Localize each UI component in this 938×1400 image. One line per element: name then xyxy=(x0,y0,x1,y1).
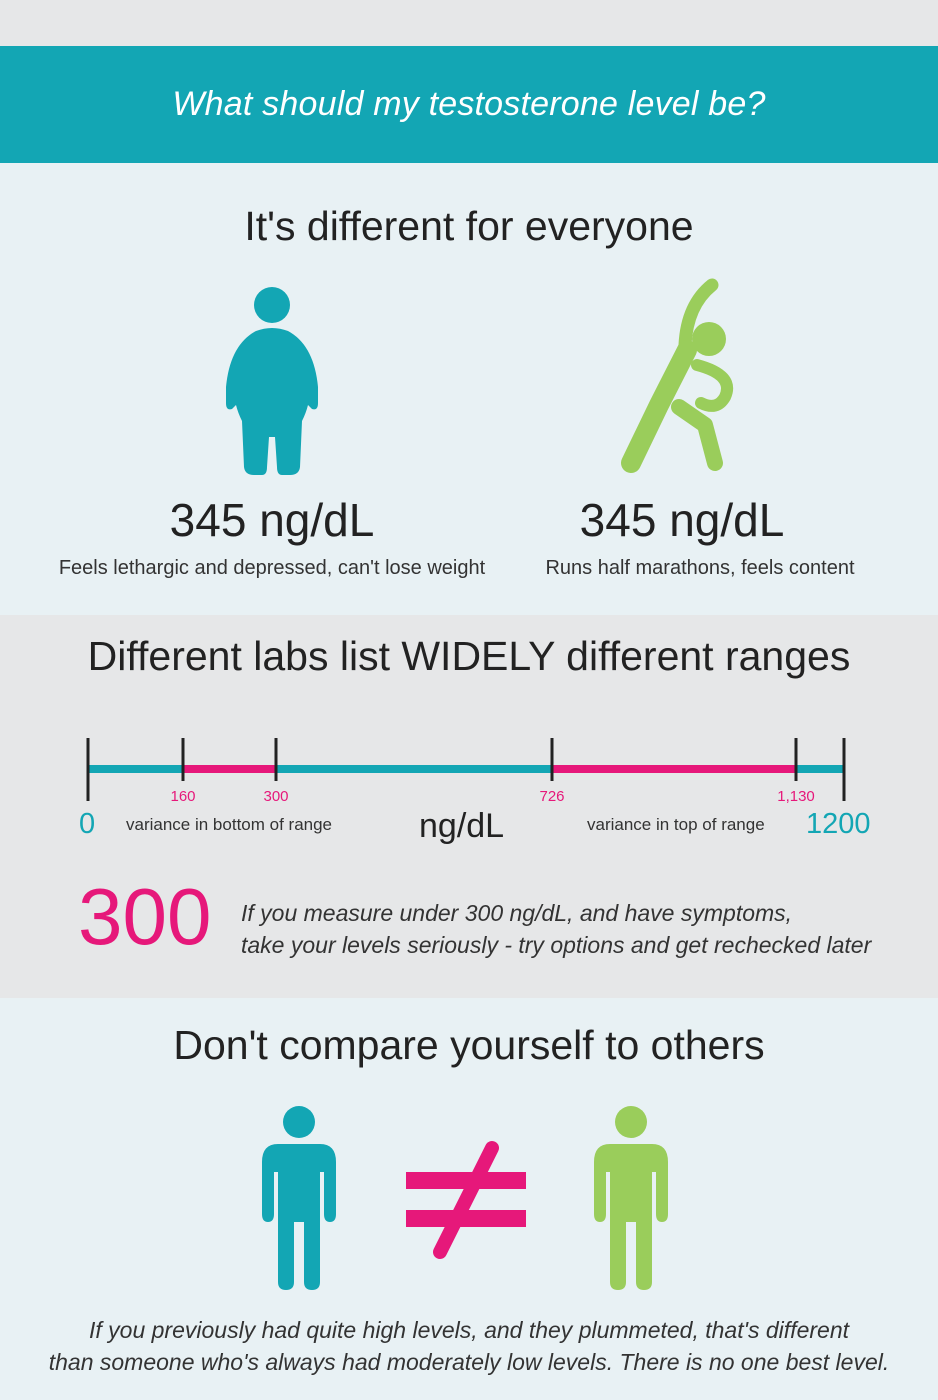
callout-line-1: If you measure under 300 ng/dL, and have… xyxy=(241,900,793,926)
left-level-value: 345 ng/dL xyxy=(169,494,375,546)
top-strip xyxy=(0,0,938,46)
callout-text: If you measure under 300 ng/dL, and have… xyxy=(241,897,871,961)
callout-line-2: take your levels seriously - try options… xyxy=(241,932,872,958)
scale-min-label: 0 xyxy=(79,808,96,840)
stretching-person-icon xyxy=(621,278,733,473)
overweight-person-icon xyxy=(226,287,318,475)
top-variance-note: variance in top of range xyxy=(587,815,765,834)
bottom-variance-note: variance in bottom of range xyxy=(126,815,333,834)
tick-label-1130: 1,130 xyxy=(777,788,815,805)
not-equal-icon xyxy=(406,1141,526,1259)
scale-unit-label: ng/dL xyxy=(419,807,505,845)
teal-person-icon xyxy=(262,1106,336,1290)
section-different-for-everyone: It's different for everyone 345 ng/dL Fe… xyxy=(0,163,938,615)
right-level-caption: Runs half marathons, feels content xyxy=(545,557,855,579)
range-scale-bar xyxy=(86,738,846,801)
tick-label-726: 726 xyxy=(539,788,565,805)
section-heading-labs: Different labs list WIDELY different ran… xyxy=(87,633,851,679)
footer-note: If you previously had quite high levels,… xyxy=(0,1314,938,1378)
section-lab-ranges: Different labs list WIDELY different ran… xyxy=(0,615,938,998)
section-dont-compare: Don't compare yourself to others If you … xyxy=(0,998,938,1400)
scale-max-label: 1200 xyxy=(806,808,871,840)
tick-label-160: 160 xyxy=(170,788,196,805)
header-banner: What should my testosterone level be? xyxy=(0,46,938,163)
section-heading-everyone: It's different for everyone xyxy=(244,203,694,249)
callout-number: 300 xyxy=(78,872,212,961)
footer-line-2: than someone who's always had moderately… xyxy=(48,1349,890,1375)
section-heading-compare: Don't compare yourself to others xyxy=(173,1022,765,1068)
left-level-caption: Feels lethargic and depressed, can't los… xyxy=(58,557,486,579)
green-person-icon xyxy=(594,1106,668,1290)
footer-line-1: If you previously had quite high levels,… xyxy=(89,1317,849,1343)
page-title: What should my testosterone level be? xyxy=(172,85,766,123)
right-level-value: 345 ng/dL xyxy=(579,494,785,546)
tick-label-300: 300 xyxy=(263,788,289,805)
